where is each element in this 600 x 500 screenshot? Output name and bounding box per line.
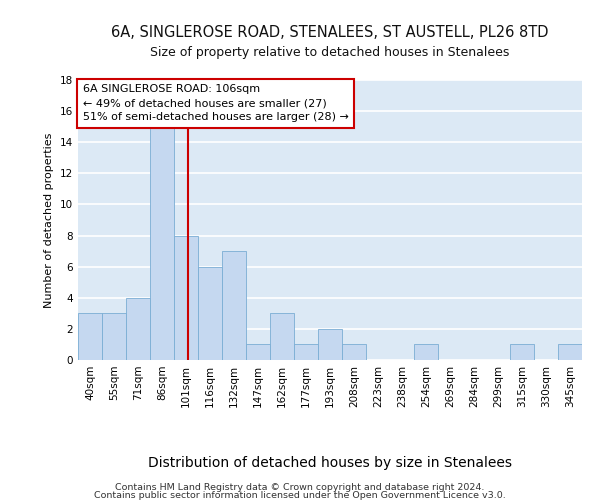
Bar: [102, 314, 126, 360]
Bar: [174, 236, 198, 360]
Bar: [78, 314, 102, 360]
Text: Size of property relative to detached houses in Stenalees: Size of property relative to detached ho…: [151, 46, 509, 59]
Bar: [270, 314, 294, 360]
Bar: [558, 344, 582, 360]
Bar: [246, 344, 270, 360]
Bar: [414, 344, 438, 360]
X-axis label: Distribution of detached houses by size in Stenalees: Distribution of detached houses by size …: [148, 456, 512, 469]
Bar: [222, 251, 246, 360]
Bar: [126, 298, 150, 360]
Bar: [198, 266, 222, 360]
Bar: [510, 344, 534, 360]
Text: 6A, SINGLEROSE ROAD, STENALEES, ST AUSTELL, PL26 8TD: 6A, SINGLEROSE ROAD, STENALEES, ST AUSTE…: [111, 25, 549, 40]
Y-axis label: Number of detached properties: Number of detached properties: [44, 132, 55, 308]
Text: 6A SINGLEROSE ROAD: 106sqm
← 49% of detached houses are smaller (27)
51% of semi: 6A SINGLEROSE ROAD: 106sqm ← 49% of deta…: [83, 84, 349, 122]
Bar: [150, 126, 174, 360]
Bar: [318, 329, 342, 360]
Text: Contains HM Land Registry data © Crown copyright and database right 2024.: Contains HM Land Registry data © Crown c…: [115, 483, 485, 492]
Bar: [342, 344, 366, 360]
Text: Contains public sector information licensed under the Open Government Licence v3: Contains public sector information licen…: [94, 492, 506, 500]
Bar: [294, 344, 318, 360]
